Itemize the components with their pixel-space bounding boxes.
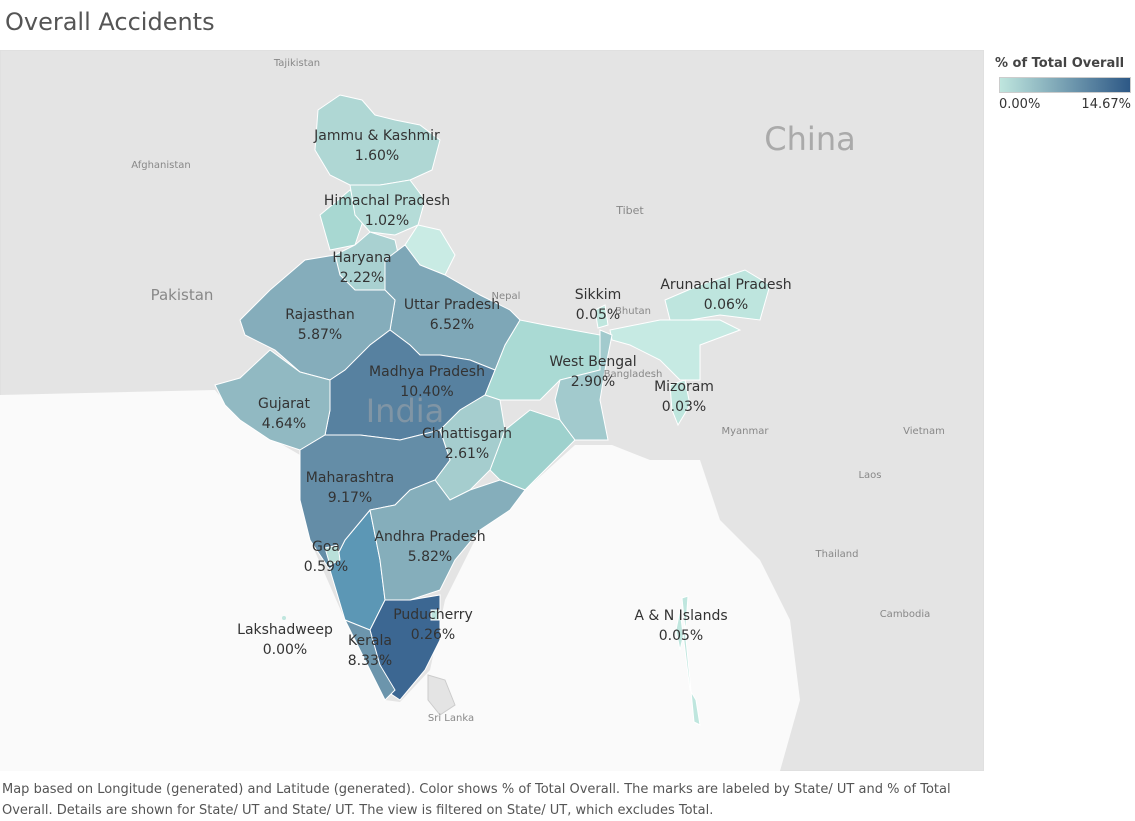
place-name: Bhutan: [615, 306, 651, 317]
region-shape: [669, 379, 691, 427]
place-name: Thailand: [815, 549, 859, 560]
place-name: China: [764, 120, 855, 158]
place-name: Afghanistan: [131, 160, 191, 171]
region-name: Goa: [312, 539, 340, 555]
place-name: Cambodia: [880, 609, 931, 620]
region-name: West Bengal: [549, 354, 636, 370]
region-name: A & N Islands: [634, 608, 727, 624]
place-name: Laos: [858, 470, 881, 481]
region-name: Kerala: [348, 633, 392, 649]
region-value: 0.05%: [659, 628, 703, 644]
legend-max: 14.67%: [1081, 97, 1131, 112]
place-name: Bangladesh: [604, 369, 663, 380]
region-name: Mizoram: [654, 379, 714, 395]
region-name: Arunachal Pradesh: [660, 277, 791, 293]
region-name: Rajasthan: [285, 307, 355, 323]
place-name: India: [366, 392, 445, 430]
region-shape: [430, 609, 440, 621]
region-name: Himachal Pradesh: [324, 193, 450, 209]
state-shape: [609, 319, 742, 381]
caption: Map based on Longitude (generated) and L…: [2, 782, 951, 818]
legend: % of Total Overall 0.00% 14.67%: [995, 56, 1131, 112]
region-shape: [554, 329, 613, 441]
region-name: Jammu & Kashmir: [313, 128, 440, 144]
region-value: 6.52%: [430, 317, 474, 333]
legend-min: 0.00%: [999, 97, 1041, 112]
sri-lanka-shape: [427, 674, 456, 716]
map: Tajikistan Afghanistan Pakistan China Tibet N…: [0, 50, 984, 771]
place-name: Pakistan: [151, 286, 214, 304]
place-name: Nepal: [492, 291, 521, 302]
region-value: 2.22%: [340, 270, 384, 286]
region-value: 1.60%: [355, 148, 399, 164]
sea: [0, 390, 800, 771]
region-shape: [343, 619, 396, 701]
region-shape: [369, 479, 526, 601]
region-shape: [214, 349, 331, 451]
region-name: Puducherry: [393, 607, 473, 623]
region-value: 10.40%: [400, 384, 453, 400]
region-shape: [282, 616, 286, 620]
region-value: 4.64%: [262, 416, 306, 432]
region-shape: [324, 544, 341, 566]
region-value: 2.61%: [445, 446, 489, 462]
region-name: Chhattisgarh: [422, 426, 512, 442]
region-name: Lakshadweep: [237, 622, 333, 638]
region-name: Madhya Pradesh: [369, 364, 485, 380]
place-name: Tibet: [615, 204, 644, 217]
place-name: Vietnam: [903, 426, 945, 437]
region-value: 0.00%: [263, 642, 307, 658]
region-value: 0.06%: [704, 297, 748, 313]
region-value: 0.03%: [662, 399, 706, 415]
region-value: 1.02%: [365, 213, 409, 229]
place-name: Sri Lanka: [428, 713, 474, 724]
region-shape: [349, 179, 426, 236]
region-name: Uttar Pradesh: [404, 297, 500, 313]
region-name: Gujarat: [258, 396, 311, 412]
region-value: 0.59%: [304, 559, 348, 575]
region-shape: [594, 304, 609, 329]
title: Overall Accidents: [5, 8, 215, 36]
place-name: Tajikistan: [273, 58, 320, 69]
place-name: Myanmar: [722, 426, 770, 437]
region-value: 0.26%: [411, 627, 455, 643]
region-shape: [664, 269, 771, 321]
region-name: Sikkim: [575, 287, 622, 303]
region-value: 9.17%: [328, 490, 372, 506]
region-value: 8.33%: [348, 653, 392, 669]
region-value: 5.87%: [298, 327, 342, 343]
region-name: Haryana: [332, 250, 391, 266]
region-value: 5.82%: [408, 549, 452, 565]
region-name: Andhra Pradesh: [374, 529, 485, 545]
region-name: Maharashtra: [306, 470, 394, 486]
region-value: 0.05%: [576, 307, 620, 323]
legend-gradient: [999, 77, 1131, 93]
legend-title: % of Total Overall: [995, 56, 1125, 71]
region-value: 2.90%: [571, 374, 615, 390]
region-shape: [314, 94, 441, 186]
region-shape: [675, 595, 701, 726]
